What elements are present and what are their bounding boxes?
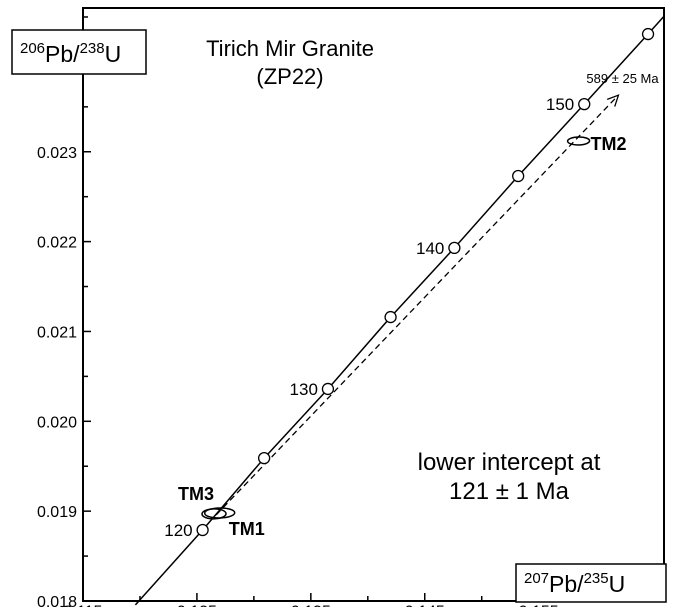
concordia-age-label: 130 (290, 380, 318, 399)
analysis-ellipse (201, 508, 227, 520)
chart-marks (196, 27, 655, 537)
y-axis-label-sup2: 238 (80, 40, 105, 57)
concordia-age-label: 140 (416, 239, 444, 258)
analysis-label: TM3 (178, 484, 214, 504)
y-tick-label: 0.022 (37, 235, 77, 252)
concordia-age-marker (257, 451, 271, 465)
analysis-label: TM1 (229, 519, 265, 539)
y-axis-label-el2: U (105, 41, 122, 67)
discordia-arrowhead (606, 94, 620, 107)
intercept-annotation-line1: lower intercept at (418, 449, 601, 476)
y-tick-label: 0.018 (37, 594, 77, 607)
concordia-age-marker (196, 523, 209, 537)
x-axis-label-box (515, 563, 667, 603)
x-tick-label: 0.155 (519, 603, 559, 607)
analysis-ellipse (566, 136, 591, 146)
x-tick-label: 0.115 (64, 603, 103, 607)
chart-title: Tirich Mir Granite (206, 36, 374, 61)
discordia-line (215, 94, 619, 516)
concordia-curve (134, 15, 665, 606)
upper-intercept-label: 589 ± 25 Ma (586, 71, 659, 86)
axis-tick-labels: 0.018 0.019 0.020 0.021 0.022 0.023 0.115 0.125… (37, 145, 559, 607)
y-axis-label-el1: Pb/ (45, 41, 80, 67)
x-axis-label-sup2: 235 (584, 570, 609, 587)
concordia-age-marker (448, 241, 461, 255)
concordia-age-label: 150 (546, 95, 574, 114)
x-tick-label: 0.125 (177, 603, 217, 607)
y-tick-label: 0.023 (37, 145, 77, 162)
concordia-age-marker (641, 27, 655, 41)
x-axis-label-sup1: 207 (524, 570, 549, 587)
concordia-age-marker (321, 382, 335, 396)
x-axis-label-el1: Pb/ (549, 571, 584, 597)
y-tick-label: 0.021 (37, 324, 77, 341)
chart-lines (134, 15, 665, 606)
analysis-label: TM2 (591, 134, 627, 154)
x-axis-label: 207Pb/235U (524, 570, 625, 597)
concordia-age-marker (384, 310, 397, 324)
x-tick-label: 0.145 (405, 603, 445, 607)
concordia-age-marker (578, 97, 591, 111)
chart-subtitle: (ZP22) (256, 64, 323, 89)
y-axis-label-box (11, 29, 147, 75)
y-axis-label-sup1: 206 (20, 40, 45, 57)
x-tick-label: 0.135 (291, 603, 331, 607)
concordia-age-marker (512, 169, 525, 183)
intercept-annotation-line2: 121 ± 1 Ma (449, 478, 570, 505)
x-axis-label-el2: U (609, 571, 626, 597)
chart-labels: 589 ± 25 Ma 120 130 140 150 TM1 TM3 TM2 (164, 71, 659, 540)
y-tick-label: 0.020 (37, 414, 77, 431)
y-axis-label: 206Pb/238U (20, 40, 121, 67)
plot-frame (82, 7, 665, 602)
concordia-age-label: 120 (164, 521, 192, 540)
y-tick-label: 0.019 (37, 504, 77, 521)
